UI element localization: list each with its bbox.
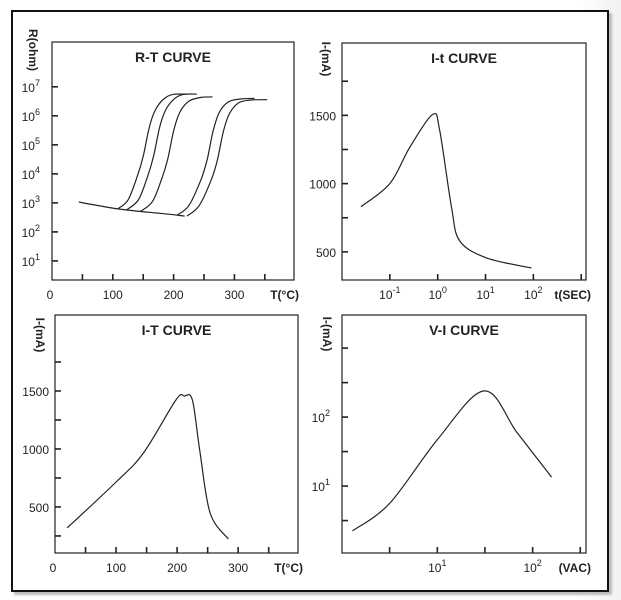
plot-area-border xyxy=(54,314,299,554)
y-tick-label-exponent: 1 xyxy=(35,252,40,262)
y-tick-label-exponent: 2 xyxy=(35,223,40,233)
series-line-curve-5 xyxy=(186,99,268,217)
y-tick-label-exponent: 3 xyxy=(35,194,40,204)
x-tick-label: 100 xyxy=(428,285,446,302)
x-tick-label: 100 xyxy=(106,561,126,575)
y-tick-label-exponent: 6 xyxy=(35,107,40,117)
plot-area-border xyxy=(341,42,587,281)
x-axis-label: T(°C) xyxy=(270,288,299,302)
y-tick-label: 500 xyxy=(29,501,49,515)
x-tick-label: 102 xyxy=(523,558,541,575)
chart-title: V-I CURVE xyxy=(429,322,499,338)
x-tick-label-exponent: 2 xyxy=(537,558,542,568)
y-tick-label: 102 xyxy=(22,223,40,240)
x-tick-label-exponent: 1 xyxy=(490,285,495,295)
y-tick-label: 1000 xyxy=(22,443,49,457)
y-tick-label-base: 10 xyxy=(22,139,36,153)
series-line-V-I xyxy=(352,390,553,532)
x-tick-label: 102 xyxy=(524,285,542,302)
x-tick-label-base: 10 xyxy=(379,288,393,302)
y-tick-label: 101 xyxy=(312,477,330,494)
x-tick-label: 0 xyxy=(47,288,54,302)
x-tick-label: 0 xyxy=(50,561,57,575)
y-tick-label: 104 xyxy=(22,165,40,182)
x-tick-label: 200 xyxy=(164,288,184,302)
series-line-curve-2 xyxy=(125,93,197,211)
y-tick-label-base: 10 xyxy=(22,226,36,240)
y-tick-label-exponent: 1 xyxy=(325,477,330,487)
plot-area-border xyxy=(51,41,295,281)
x-tick-label-exponent: -1 xyxy=(393,285,401,295)
x-tick-label-base: 10 xyxy=(523,561,537,575)
y-tick-label: 107 xyxy=(22,78,40,95)
y-tick-label-base: 10 xyxy=(22,110,36,124)
x-tick-label: 300 xyxy=(224,288,244,302)
chart-title: R-T CURVE xyxy=(135,49,211,65)
x-tick-label-base: 10 xyxy=(524,288,538,302)
y-tick-label: 1500 xyxy=(22,385,49,399)
x-tick-label: 100 xyxy=(103,288,123,302)
series-line-baseline xyxy=(78,201,185,217)
x-tick-label-base: 10 xyxy=(428,288,442,302)
y-tick-label: 105 xyxy=(22,136,40,153)
y-tick-label-exponent: 5 xyxy=(35,136,40,146)
y-tick-label-base: 10 xyxy=(312,411,326,425)
x-tick-label: 300 xyxy=(228,561,248,575)
y-tick-label: 1500 xyxy=(309,109,336,123)
y-tick-label-base: 10 xyxy=(22,168,36,182)
x-tick-label: 10-1 xyxy=(379,285,400,302)
plot-area-border xyxy=(341,314,587,554)
y-tick-label-base: 10 xyxy=(22,255,36,269)
series-line-curve-4 xyxy=(176,97,255,216)
y-tick-label-base: 10 xyxy=(22,81,36,95)
x-tick-label-exponent: 1 xyxy=(441,558,446,568)
chart-panel-3: I-T CURVE I-(mA) T(°C) 0 100 200 300 500 1000 150… xyxy=(22,314,303,575)
y-axis-label: I-(mA) xyxy=(319,42,333,77)
series-line-I-t xyxy=(360,112,532,269)
x-tick-label-exponent: 0 xyxy=(442,285,447,295)
y-tick-label-exponent: 2 xyxy=(325,408,330,418)
y-tick-label-base: 10 xyxy=(22,197,36,211)
y-tick-label: 102 xyxy=(312,408,330,425)
y-axis-label: I-(mA) xyxy=(320,317,334,352)
y-tick-label-base: 10 xyxy=(312,480,326,494)
series-line-curve-3 xyxy=(139,96,213,213)
x-tick-label: 200 xyxy=(167,561,187,575)
chart-title: I-T CURVE xyxy=(142,322,212,338)
y-axis-label: R(ohm) xyxy=(26,29,40,71)
y-tick-label: 106 xyxy=(22,107,40,124)
y-tick-label-exponent: 4 xyxy=(35,165,40,175)
y-tick-label-exponent: 7 xyxy=(35,78,40,88)
y-tick-label: 1000 xyxy=(309,178,336,192)
y-tick-label: 500 xyxy=(316,246,336,260)
x-axis-label: (VAC) xyxy=(559,561,591,575)
figure-frame xyxy=(11,10,609,592)
x-tick-label: 101 xyxy=(428,558,446,575)
series-line-I-T xyxy=(66,393,229,540)
chart-title: I-t CURVE xyxy=(431,50,497,66)
x-tick-label: 101 xyxy=(476,285,494,302)
y-tick-label: 101 xyxy=(22,252,40,269)
x-tick-label-base: 10 xyxy=(476,288,490,302)
x-tick-label-exponent: 2 xyxy=(538,285,543,295)
y-tick-label: 103 xyxy=(22,194,40,211)
x-axis-label: t(SEC) xyxy=(554,288,591,302)
series-line-curve-1 xyxy=(117,93,186,210)
y-axis-label: I-(mA) xyxy=(33,318,47,353)
x-axis-label: T(°C) xyxy=(274,561,303,575)
x-tick-label-base: 10 xyxy=(428,561,442,575)
